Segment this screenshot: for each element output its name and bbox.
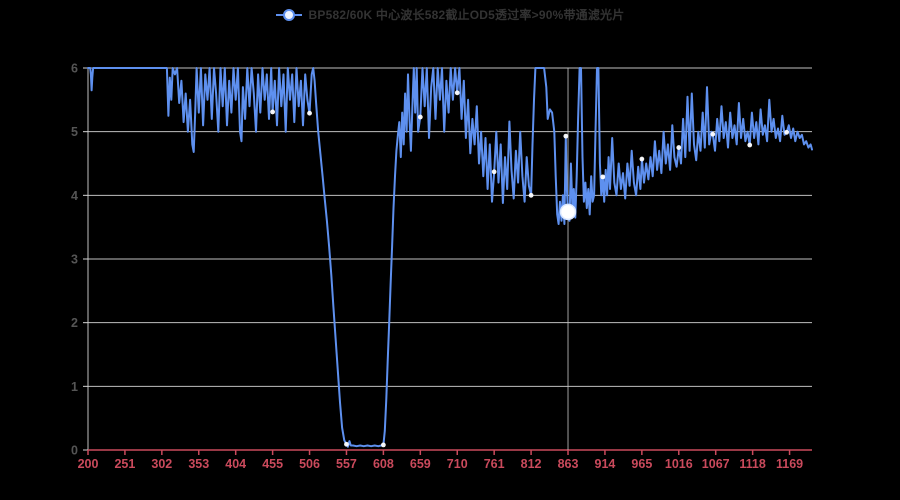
series-line[interactable] <box>87 67 813 448</box>
data-point-marker-1063[interactable] <box>710 131 716 137</box>
y-tick-label-3: 3 <box>71 253 78 267</box>
y-tick-label-1: 1 <box>71 380 78 394</box>
data-point-marker-911[interactable] <box>600 174 606 180</box>
x-tick-label-659: 659 <box>410 457 431 471</box>
y-tick-label-4: 4 <box>71 189 78 203</box>
x-tick-label-251: 251 <box>114 457 135 471</box>
data-point-marker-812[interactable] <box>528 192 534 198</box>
data-point-marker-557[interactable] <box>344 441 349 447</box>
x-tick-label-455: 455 <box>262 457 283 471</box>
x-tick-label-353: 353 <box>188 457 209 471</box>
x-tick-label-506: 506 <box>299 457 320 471</box>
data-point-marker-1016[interactable] <box>676 145 682 150</box>
data-point-marker-965[interactable] <box>639 156 645 162</box>
x-tick-label-200: 200 <box>78 457 99 471</box>
x-tick-label-302: 302 <box>151 457 172 471</box>
data-point-marker-710[interactable] <box>454 90 460 96</box>
y-tick-label-5: 5 <box>71 125 78 139</box>
legend[interactable]: BP582/60K 中心波长582截止OD5透过率>90%带通滤光片 <box>0 6 900 23</box>
y-tick-label-0: 0 <box>71 444 78 458</box>
x-tick-label-404: 404 <box>225 457 246 471</box>
x-tick-label-1016: 1016 <box>665 457 693 471</box>
data-point-marker-1114[interactable] <box>747 142 753 148</box>
x-tick-label-914: 914 <box>595 457 616 471</box>
data-point-marker-1165[interactable] <box>784 129 790 135</box>
x-tick-label-557: 557 <box>336 457 357 471</box>
x-tick-label-1067: 1067 <box>702 457 730 471</box>
x-tick-label-863: 863 <box>558 457 579 471</box>
y-tick-label-2: 2 <box>71 316 78 330</box>
x-tick-label-812: 812 <box>521 457 542 471</box>
data-point-marker-455[interactable] <box>270 109 276 115</box>
data-point-marker-761[interactable] <box>491 169 497 175</box>
data-point-marker-506[interactable] <box>307 110 312 116</box>
x-tick-label-1169: 1169 <box>776 457 803 471</box>
data-point-marker-608[interactable] <box>380 442 386 448</box>
x-tick-label-608: 608 <box>373 457 394 471</box>
data-point-marker-860[interactable] <box>563 133 569 139</box>
x-tick-label-761: 761 <box>484 457 505 471</box>
highlighted-point[interactable] <box>559 203 577 221</box>
x-tick-label-710: 710 <box>447 457 468 471</box>
x-tick-label-965: 965 <box>631 457 652 471</box>
y-tick-label-6: 6 <box>71 62 78 76</box>
data-point-marker-659[interactable] <box>417 114 423 120</box>
x-tick-label-1118: 1118 <box>739 457 765 471</box>
legend-label: BP582/60K 中心波长582截止OD5透过率>90%带通滤光片 <box>308 8 625 22</box>
legend-line-marker-icon <box>275 8 302 21</box>
